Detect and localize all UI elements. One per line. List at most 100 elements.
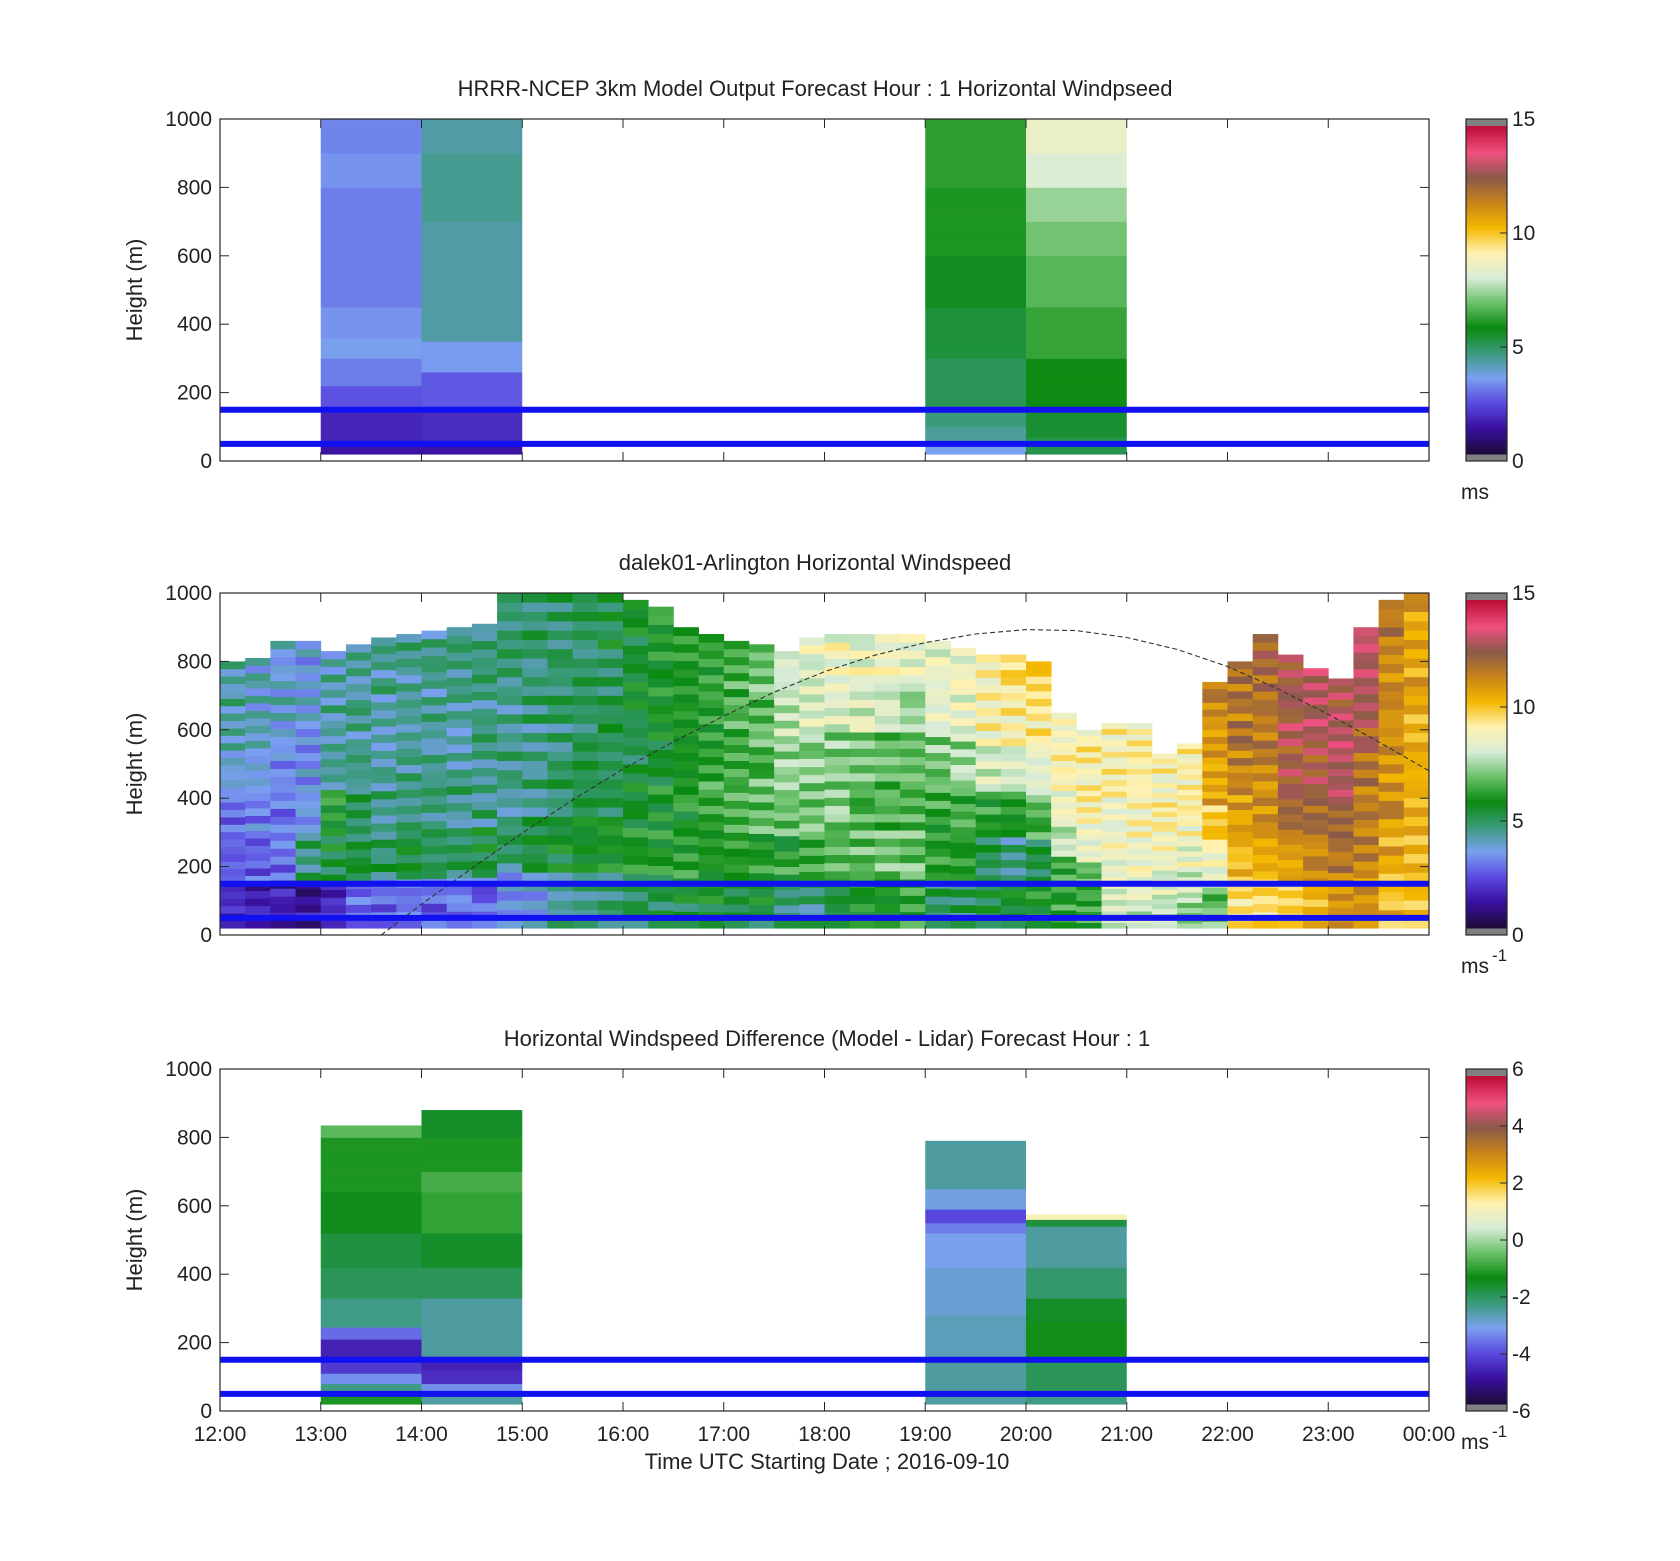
heatmap-cell: [1252, 838, 1279, 847]
heatmap-cell: [1353, 827, 1380, 837]
heatmap-cell: [1303, 718, 1329, 727]
heatmap-cell: [874, 854, 901, 864]
heatmap-cell: [723, 672, 750, 682]
heatmap-cell: [698, 740, 725, 749]
heatmap-cell: [1403, 602, 1430, 613]
colorbar-swatch: [1466, 1256, 1507, 1260]
heatmap-cell: [320, 1229, 422, 1234]
heatmap-cell: [471, 657, 498, 667]
model-panel-title: HRRR-NCEP 3km Model Output Forecast Hour…: [458, 76, 1173, 101]
colorbar-swatch: [1466, 251, 1507, 255]
heatmap-cell: [220, 772, 246, 781]
heatmap-cell: [572, 835, 599, 845]
heatmap-cell: [320, 354, 422, 359]
heatmap-cell: [1026, 191, 1127, 197]
heatmap-cell: [900, 748, 926, 757]
colorbar-swatch: [1466, 914, 1507, 918]
colorbar-swatch: [1466, 167, 1507, 171]
colorbar-swatch: [1466, 919, 1507, 924]
heatmap-cell: [925, 338, 1026, 344]
colorbar-swatch: [1466, 668, 1507, 672]
heatmap-cell: [497, 872, 523, 883]
heatmap-cell: [220, 876, 246, 885]
heatmap-cell: [295, 664, 322, 674]
heatmap-cell: [1051, 886, 1077, 893]
colorbar-swatch: [1466, 202, 1507, 206]
heatmap-cell: [547, 630, 574, 640]
heatmap-cell: [925, 1258, 1026, 1264]
heatmap-cell: [1026, 1330, 1127, 1336]
heatmap-cell: [1026, 1399, 1127, 1405]
heatmap-cell: [1177, 861, 1203, 867]
heatmap-cell: [1026, 1382, 1127, 1388]
heatmap-cell: [1000, 707, 1027, 716]
colorbar-swatch: [1466, 761, 1507, 765]
heatmap-cell: [1378, 891, 1405, 902]
heatmap-cell: [1026, 698, 1052, 707]
heatmap-cell: [270, 736, 296, 746]
colorbar-swatch: [1466, 1248, 1507, 1252]
heatmap-cell: [1051, 754, 1077, 761]
difference-x-ticks: [219, 1069, 1430, 1411]
heatmap-cell: [1252, 674, 1279, 684]
heatmap-cell: [723, 640, 750, 650]
colorbar-swatch: [1466, 1297, 1507, 1301]
heatmap-cell: [1026, 397, 1127, 403]
heatmap-cell: [1177, 871, 1203, 878]
heatmap-cell: [1202, 722, 1228, 731]
heatmap-cell: [623, 681, 649, 692]
heatmap-cell: [1252, 666, 1279, 676]
heatmap-cell: [1101, 831, 1128, 838]
heatmap-cell: [421, 1339, 523, 1345]
heatmap-cell: [320, 674, 347, 683]
heatmap-cell: [975, 669, 1002, 678]
heatmap-cell: [1378, 809, 1405, 820]
heatmap-cell: [1151, 826, 1178, 832]
heatmap-cell: [774, 758, 800, 767]
heatmap-cell: [421, 287, 523, 293]
heatmap-cell: [799, 677, 825, 687]
heatmap-cell: [648, 901, 674, 911]
heatmap-cell: [1126, 893, 1153, 901]
heatmap-cell: [1328, 851, 1354, 860]
heatmap-cell: [774, 728, 800, 737]
heatmap-cell: [1378, 599, 1405, 610]
heatmap-cell: [421, 845, 448, 855]
heatmap-cell: [1026, 346, 1127, 351]
heatmap-cell: [497, 862, 523, 873]
heatmap-cell: [1227, 691, 1254, 699]
heatmap-cell: [698, 772, 725, 782]
heatmap-cell: [295, 728, 322, 738]
heatmap-cell: [421, 1188, 523, 1193]
heatmap-cell: [1126, 751, 1153, 758]
heatmap-cell: [396, 683, 422, 692]
heatmap-cell: [1101, 734, 1128, 741]
heatmap-cell: [597, 890, 624, 901]
heatmap-cell: [1177, 835, 1203, 842]
heatmap-cell: [900, 715, 926, 725]
heatmap-cell: [648, 785, 674, 795]
heatmap-cell: [371, 710, 397, 719]
heatmap-cell: [421, 647, 448, 656]
x-tick-label: 21:00: [1100, 1423, 1153, 1446]
heatmap-cell: [1026, 389, 1127, 395]
heatmap-cell: [1026, 891, 1052, 899]
heatmap-cell: [320, 294, 422, 300]
heatmap-cell: [799, 734, 825, 743]
heatmap-cell: [345, 691, 372, 700]
heatmap-cell: [421, 201, 523, 206]
heatmap-cell: [623, 836, 649, 847]
heatmap-cell: [396, 854, 422, 864]
heatmap-cell: [925, 1275, 1026, 1280]
heatmap-cell: [1076, 757, 1102, 764]
heatmap-cell: [1000, 791, 1027, 800]
colorbar-swatch: [1466, 791, 1507, 795]
heatmap-cell: [673, 627, 699, 636]
heatmap-cell: [1277, 677, 1304, 686]
heatmap-cell: [925, 155, 1026, 160]
heatmap-cell: [925, 720, 951, 730]
heatmap-cell: [320, 1352, 422, 1357]
heatmap-cell: [320, 1141, 422, 1147]
heatmap-cell: [320, 374, 422, 379]
heatmap-cell: [1252, 830, 1279, 839]
